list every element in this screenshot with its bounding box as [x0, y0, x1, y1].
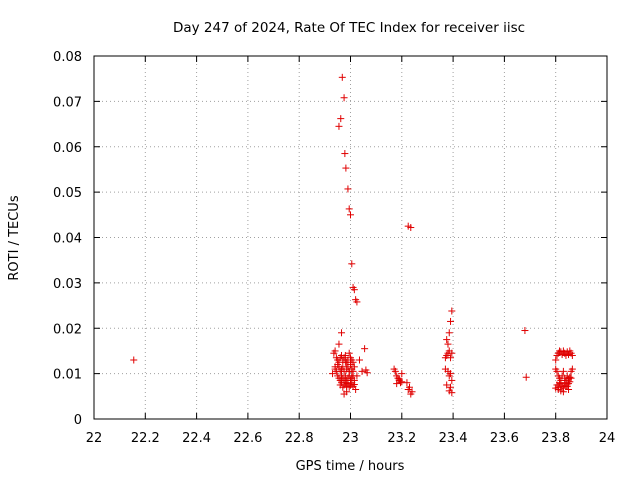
- y-tick-labels: 0 0.01 0.02 0.03 0.04 0.05 0.06 0.07 0.08: [53, 50, 82, 428]
- data-point: [347, 211, 354, 219]
- data-point: [397, 379, 405, 387]
- data-point: [348, 260, 356, 268]
- data-point: [344, 185, 352, 193]
- x-tick-label: 23.2: [387, 431, 416, 446]
- data-point: [341, 351, 349, 359]
- plot-frame: [93, 55, 608, 420]
- data-point: [448, 376, 456, 384]
- data-point: [338, 329, 346, 337]
- data-point: [353, 298, 361, 306]
- x-tick-label: 22.4: [182, 431, 211, 446]
- data-point: [331, 363, 339, 371]
- data-point: [130, 356, 138, 364]
- x-tick-label: 22: [86, 431, 103, 446]
- x-tick-label: 22.6: [233, 431, 262, 446]
- y-tick-label: 0.08: [53, 50, 82, 65]
- data-point: [335, 122, 343, 130]
- data-point: [559, 367, 567, 375]
- data-point: [553, 367, 561, 375]
- data-point: [403, 379, 411, 387]
- data-point: [552, 356, 560, 364]
- data-point: [355, 356, 363, 364]
- data-point: [352, 386, 360, 394]
- data-point: [559, 388, 567, 396]
- data-point: [398, 370, 406, 378]
- data-point: [329, 370, 337, 378]
- data-point: [443, 336, 451, 344]
- data-point: [568, 365, 576, 373]
- data-point: [350, 286, 358, 294]
- data-point: [345, 367, 353, 375]
- data-point: [445, 372, 453, 380]
- data-point: [341, 358, 349, 366]
- y-tick-label: 0.04: [53, 232, 82, 247]
- data-point: [398, 378, 406, 386]
- data-point: [337, 115, 345, 123]
- x-tick-label: 23: [342, 431, 359, 446]
- data-point: [342, 164, 350, 172]
- data-point: [567, 374, 575, 382]
- x-tick-label: 23.6: [490, 431, 519, 446]
- data-point: [345, 205, 353, 213]
- data-point: [408, 388, 416, 396]
- data-point: [443, 381, 451, 389]
- y-tick-label: 0: [74, 413, 82, 428]
- grid-lines: [94, 56, 607, 419]
- data-point: [391, 367, 399, 375]
- data-point: [341, 150, 349, 158]
- data-point: [350, 363, 358, 371]
- data-point: [331, 347, 339, 355]
- data-point: [568, 351, 576, 359]
- data-point: [521, 327, 529, 335]
- data-point: [338, 73, 346, 81]
- x-tick-label: 22.2: [131, 431, 160, 446]
- y-tick-label: 0.03: [53, 277, 82, 292]
- data-point: [447, 383, 455, 391]
- data-point: [522, 373, 530, 381]
- x-tick-label: 23.8: [541, 431, 570, 446]
- y-axis-label: ROTI / TECUs: [7, 195, 22, 280]
- y-tick-label: 0.05: [53, 186, 82, 201]
- data-point: [448, 389, 456, 397]
- data-point: [335, 340, 343, 348]
- data-point: [350, 376, 358, 384]
- data-point: [347, 361, 354, 369]
- data-point: [447, 317, 455, 325]
- data-point: [407, 224, 415, 232]
- data-point: [445, 329, 453, 337]
- x-axis-label: GPS time / hours: [296, 459, 405, 474]
- data-point: [444, 340, 452, 348]
- x-tick-label: 24: [599, 431, 616, 446]
- data-point: [340, 94, 348, 102]
- data-point: [448, 349, 456, 357]
- y-tick-label: 0.02: [53, 322, 82, 337]
- y-tick-label: 0.01: [53, 368, 82, 383]
- data-point: [358, 367, 366, 375]
- data-point: [447, 354, 455, 362]
- data-point: [556, 379, 564, 387]
- data-points: [130, 73, 576, 398]
- data-point: [448, 307, 456, 315]
- data-point: [353, 372, 361, 380]
- data-point: [393, 380, 401, 388]
- y-tick-label: 0.07: [53, 95, 82, 110]
- data-point: [343, 388, 351, 396]
- data-point: [566, 378, 574, 386]
- data-point: [405, 383, 413, 391]
- x-tick-label: 22.8: [285, 431, 314, 446]
- data-point: [363, 369, 371, 377]
- data-point: [565, 386, 573, 394]
- x-tick-labels: 22 22.2 22.4 22.6 22.8 23 23.2 23.4 23.6 23.8 24: [86, 431, 616, 446]
- data-point: [345, 349, 353, 357]
- x-tick-label: 23.4: [439, 431, 468, 446]
- y-tick-label: 0.06: [53, 141, 82, 156]
- data-point: [361, 345, 369, 353]
- chart-title: Day 247 of 2024, Rate Of TEC Index for r…: [173, 20, 525, 36]
